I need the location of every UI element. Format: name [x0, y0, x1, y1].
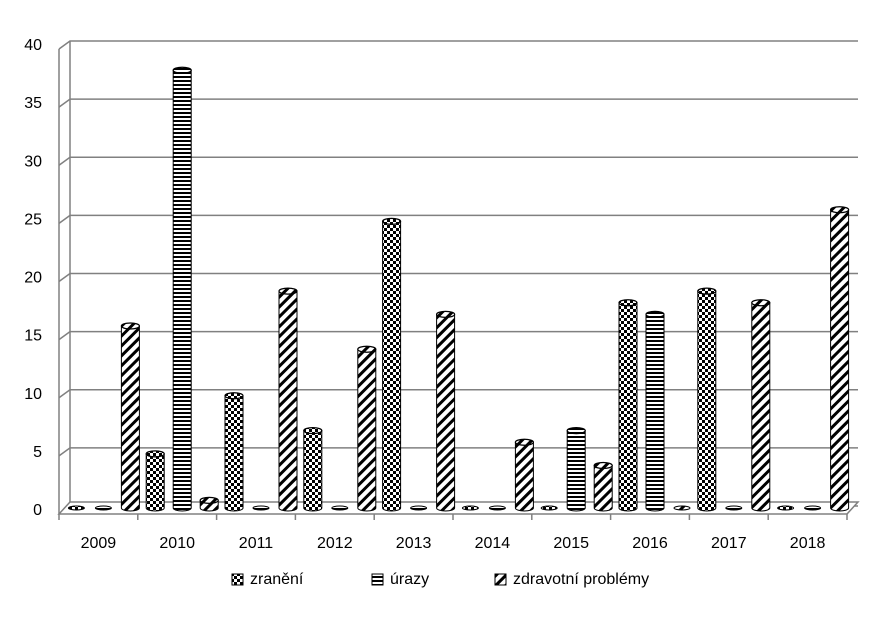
y-tick-label: 15 [24, 328, 42, 345]
bar [804, 505, 822, 511]
x-tick-label: 2016 [632, 535, 668, 552]
gridline [58, 40, 858, 50]
legend-label: úrazy [390, 571, 429, 588]
bar [303, 427, 323, 512]
bar [94, 505, 112, 511]
bar [331, 505, 349, 511]
bars [67, 66, 850, 512]
bar [67, 505, 85, 511]
y-tick-label: 10 [24, 386, 42, 403]
bar [120, 322, 140, 512]
bar [252, 505, 270, 511]
y-tick-label: 5 [33, 444, 42, 461]
legend: zranění úrazy zdravotní problémy [231, 571, 649, 588]
x-tick-label: 2015 [553, 535, 589, 552]
x-tick-label: 2017 [711, 535, 747, 552]
bar [357, 345, 377, 512]
bar [618, 299, 638, 512]
bar [514, 438, 535, 512]
x-tick-label: 2009 [81, 535, 117, 552]
bar [540, 505, 558, 511]
legend-label: zdravotní problémy [513, 571, 649, 588]
bar [751, 299, 771, 512]
bar [725, 505, 743, 511]
bar [829, 206, 850, 512]
y-tick-label: 35 [24, 95, 42, 112]
bar [488, 505, 506, 511]
y-tick-label: 25 [24, 211, 42, 228]
bar [593, 461, 613, 512]
x-tick-labels: 2009 2010 2011 2012 2013 2014 2015 2016 2017 2018 [81, 535, 826, 552]
legend-swatch [371, 573, 384, 586]
bar [645, 310, 665, 512]
x-tick-label: 2018 [790, 535, 826, 552]
legend-swatch [494, 573, 507, 586]
x-tick-label: 2011 [239, 535, 274, 552]
legend-entry: zranění [231, 571, 304, 588]
bar [145, 450, 165, 512]
x-tick-label: 2010 [159, 535, 195, 552]
bar [777, 505, 795, 511]
bar [461, 505, 479, 511]
x-tick-label: 2013 [396, 535, 432, 552]
bar [172, 66, 192, 512]
bar [697, 287, 717, 512]
legend-entry: zdravotní problémy [494, 571, 649, 588]
bar [436, 310, 456, 512]
bar [410, 505, 428, 511]
y-tick-label: 20 [24, 270, 42, 287]
y-tick-label: 40 [24, 37, 42, 54]
x-tick-label: 2014 [475, 535, 511, 552]
y-tick-label: 0 [33, 502, 42, 519]
bar [224, 392, 244, 512]
bar [566, 427, 586, 512]
x-tick-label: 2012 [317, 535, 353, 552]
legend-entry: úrazy [371, 571, 429, 588]
y-tick-label: 30 [24, 153, 42, 170]
bar [673, 505, 691, 511]
bar [382, 217, 402, 512]
y-tick-labels: 0 5 10 15 20 25 30 35 40 [24, 37, 42, 519]
legend-label: zranění [250, 571, 304, 588]
legend-swatch [231, 573, 244, 586]
bar [199, 496, 219, 512]
bar [278, 287, 298, 512]
